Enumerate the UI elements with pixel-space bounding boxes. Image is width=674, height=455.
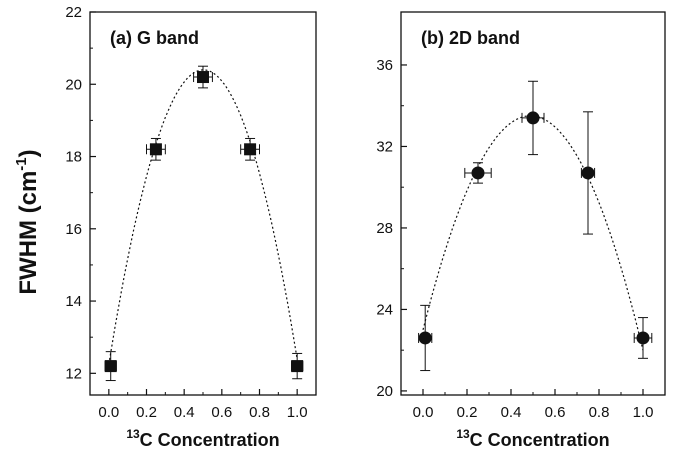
x-tick-label: 0.6 [211,404,232,421]
fit-curve [422,115,644,351]
data-point [149,143,162,156]
data-point [526,111,540,125]
x-axis-title: 13C Concentration [126,427,279,450]
data-point [244,143,257,156]
y-tick-label: 12 [65,365,82,382]
y-axis-title: FWHM (cm-1) [13,149,42,294]
data-point [197,71,209,84]
x-tick-label: 0.8 [249,404,270,421]
panel-2d-band: 0.0 0.2 0.4 0.6 0.8 1.0 20 24 28 32 36 (b) 2D band 1… [376,11,666,450]
y-tick-label: 24 [376,301,393,318]
x-tick-label: 0.6 [545,404,566,421]
x-tick-label: 1.0 [287,404,308,421]
y-tick-label: 20 [65,76,82,93]
x-axis-title-text: C Concentration [140,430,280,450]
fit-curve [108,69,298,365]
x-axis-title-text: C Concentration [470,430,610,450]
data-point [636,331,650,345]
y-tick-label: 36 [376,57,393,74]
panel-g-band: 0.0 0.2 0.4 0.6 0.8 1.0 12 14 16 18 20 22 (a) G band… [65,4,317,450]
y-axis-title-close: ) [15,149,42,157]
x-tick-label: 0.0 [413,404,434,421]
x-tick-label: 0.4 [174,404,195,421]
y-tick-label: 28 [376,220,393,237]
data-point [581,166,595,180]
y-axis-title-sup: -1 [13,157,30,170]
x-tick-label: 0.0 [98,404,119,421]
y-tick-label: 32 [376,138,393,155]
x-axis-title-sup: 13 [126,427,140,441]
x-tick-label: 0.4 [501,404,522,421]
x-tick-label: 0.2 [136,404,157,421]
y-tick-label: 14 [65,293,82,310]
x-tick-label: 0.2 [457,404,478,421]
x-axis-title-sup: 13 [456,427,470,441]
data-point [104,360,117,373]
panel-label: (b) 2D band [421,28,520,48]
y-axis-title-main: FWHM (cm [15,171,42,295]
data-point [418,331,432,345]
y-tick-label: 16 [65,221,82,238]
data-point [291,360,304,373]
panel-label: (a) G band [110,28,199,48]
y-tick-label: 18 [65,149,82,166]
data-point [471,166,485,180]
plot-frame [400,11,666,396]
y-tick-label: 20 [376,383,393,400]
y-tick-label: 22 [65,4,82,21]
x-tick-label: 0.8 [589,404,610,421]
x-axis-title: 13C Concentration [456,427,609,450]
x-tick-label: 1.0 [633,404,654,421]
